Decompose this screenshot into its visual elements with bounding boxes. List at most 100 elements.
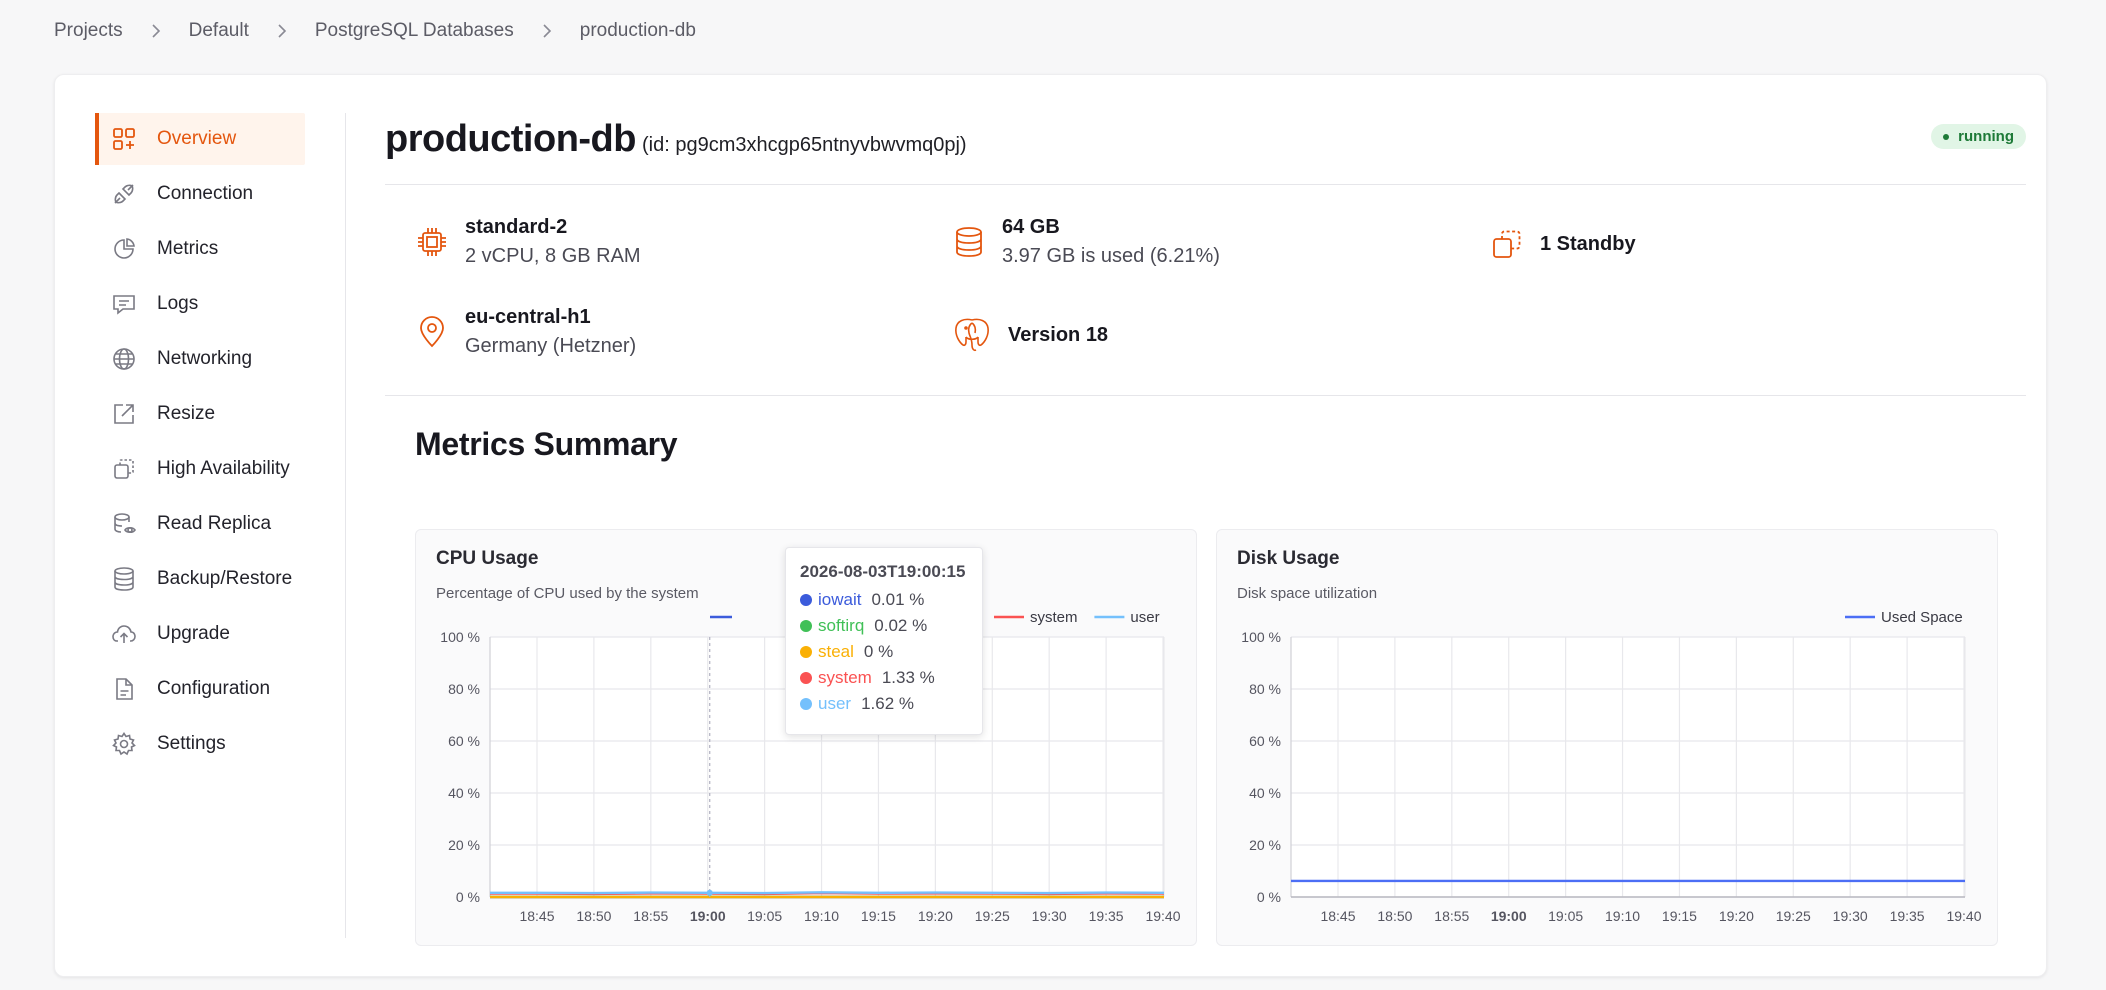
sidebar-item-label: Resize xyxy=(157,403,216,424)
sidebar-item-high-availability[interactable]: High Availability xyxy=(95,443,305,495)
sidebar-item-metrics[interactable]: Metrics xyxy=(95,223,305,275)
info-version: Version 18 xyxy=(952,315,1108,355)
x-tick-label: 19:35 xyxy=(1890,908,1925,924)
chevron-right-icon xyxy=(542,24,552,38)
sidebar-item-upgrade[interactable]: Upgrade xyxy=(95,608,305,660)
plug-icon xyxy=(111,181,137,207)
globe-icon xyxy=(111,346,137,372)
y-tick-label: 0 % xyxy=(456,889,480,905)
overview-icon xyxy=(111,126,137,152)
gear-icon xyxy=(111,731,137,757)
legend-label: system xyxy=(1030,609,1078,626)
standby-label: 1 Standby xyxy=(1540,233,1636,255)
sidebar-item-networking[interactable]: Networking xyxy=(95,333,305,385)
info-grid: standard-2 2 vCPU, 8 GB RAM 64 GB 3.97 G… xyxy=(385,185,2026,395)
series-dot-user xyxy=(800,698,812,710)
title-row: production-db (id: pg9cm3xhcgp65ntnyvbwv… xyxy=(385,113,2026,184)
sidebar-item-connection[interactable]: Connection xyxy=(95,168,305,220)
disk-chart-plot[interactable]: 0 % 20 % 40 % 60 % 80 % 100 % 18:45 18:50 18:55 1… xyxy=(1217,530,1999,947)
tooltip-series-name: system xyxy=(818,668,872,687)
tooltip-value: 1.33 % xyxy=(881,668,935,687)
chart-tooltip: 2026-08-03T19:00:15 iowait 0.01 % softir… xyxy=(785,547,983,735)
pie-chart-icon xyxy=(111,236,137,262)
x-tick-label: 19:10 xyxy=(1605,908,1640,924)
storage-label: 64 GB xyxy=(1002,216,1060,238)
sidebar-item-label: Backup/Restore xyxy=(157,568,293,589)
tooltip-row: softirq 0.02 % xyxy=(800,613,982,639)
x-tick-label: 19:00 xyxy=(1491,908,1527,924)
sidebar: Overview Connection Metrics Logs Network… xyxy=(95,113,305,773)
sidebar-divider xyxy=(345,113,346,938)
sidebar-item-label: Connection xyxy=(157,183,254,204)
main-card: Overview Connection Metrics Logs Network… xyxy=(54,74,2047,977)
x-tick-label: 18:55 xyxy=(1434,908,1469,924)
map-pin-icon xyxy=(415,315,449,349)
breadcrumb-default[interactable]: Default xyxy=(188,20,249,41)
storage-icon xyxy=(952,225,986,259)
tooltip-series-name: user xyxy=(818,694,852,713)
sidebar-item-overview[interactable]: Overview xyxy=(95,113,305,165)
y-tick-label: 60 % xyxy=(448,733,480,749)
chart-title: CPU Usage xyxy=(436,548,539,569)
sidebar-item-read-replica[interactable]: Read Replica xyxy=(95,498,305,550)
cloud-upload-icon xyxy=(111,621,137,647)
x-tick-label: 19:35 xyxy=(1089,908,1124,924)
y-tick-label: 100 % xyxy=(440,629,480,645)
x-tick-label: 18:50 xyxy=(576,908,611,924)
y-tick-label: 0 % xyxy=(1257,889,1281,905)
y-tick-label: 40 % xyxy=(1249,785,1281,801)
sidebar-item-configuration[interactable]: Configuration xyxy=(95,663,305,715)
tooltip-row: steal 0 % xyxy=(800,639,982,665)
sidebar-item-settings[interactable]: Settings xyxy=(95,718,305,770)
x-tick-label: 19:10 xyxy=(804,908,839,924)
sidebar-item-label: Upgrade xyxy=(157,623,230,644)
breadcrumb-current: production-db xyxy=(579,20,696,41)
sidebar-item-logs[interactable]: Logs xyxy=(95,278,305,330)
x-tick-label: 19:15 xyxy=(1662,908,1697,924)
external-link-icon xyxy=(111,401,137,427)
y-tick-label: 60 % xyxy=(1249,733,1281,749)
x-tick-label: 19:20 xyxy=(1719,908,1754,924)
breadcrumb: Projects Default PostgreSQL Databases pr… xyxy=(54,20,696,42)
x-tick-label: 19:00 xyxy=(690,908,726,924)
cpu-icon xyxy=(415,225,449,259)
tooltip-series-name: steal xyxy=(818,642,854,661)
copy-icon xyxy=(111,456,137,482)
series-dot-softirq xyxy=(800,620,812,632)
x-tick-label: 19:05 xyxy=(747,908,782,924)
legend-label: Used Space xyxy=(1881,609,1963,626)
size-label: standard-2 xyxy=(465,216,568,238)
x-tick-label: 19:15 xyxy=(861,908,896,924)
sidebar-item-resize[interactable]: Resize xyxy=(95,388,305,440)
disk-usage-chart: Disk Usage Disk space utilization 0 % 20 … xyxy=(1216,529,1998,946)
series-dot-system xyxy=(800,672,812,684)
x-tick-label: 19:25 xyxy=(975,908,1010,924)
sidebar-item-label: Settings xyxy=(157,733,226,754)
x-tick-label: 18:45 xyxy=(519,908,554,924)
postgresql-elephant-icon xyxy=(952,315,992,355)
header-divider xyxy=(385,184,2026,185)
tooltip-series-name: iowait xyxy=(818,590,862,609)
x-tick-label: 19:25 xyxy=(1776,908,1811,924)
breadcrumb-postgresql-databases[interactable]: PostgreSQL Databases xyxy=(314,20,514,41)
y-tick-label: 20 % xyxy=(448,837,480,853)
plot-area xyxy=(1291,637,1965,897)
x-tick-label: 19:30 xyxy=(1032,908,1067,924)
status-label: running xyxy=(1958,128,2014,145)
sidebar-item-label: Overview xyxy=(157,128,237,149)
database-id: (id: pg9cm3xhcgp65ntnyvbwvmq0pj) xyxy=(641,134,967,156)
sidebar-item-backup-restore[interactable]: Backup/Restore xyxy=(95,553,305,605)
database-eye-icon xyxy=(111,511,137,537)
standby-copy-icon xyxy=(1490,227,1524,261)
file-icon xyxy=(111,676,137,702)
sidebar-item-label: Configuration xyxy=(157,678,271,699)
y-tick-label: 100 % xyxy=(1241,629,1281,645)
tooltip-value: 0.01 % xyxy=(871,590,925,609)
breadcrumb-projects[interactable]: Projects xyxy=(54,20,123,41)
main-content: production-db (id: pg9cm3xhcgp65ntnyvbwv… xyxy=(385,113,2026,463)
info-divider xyxy=(385,395,2026,396)
x-tick-label: 19:40 xyxy=(1145,908,1180,924)
x-tick-label: 19:05 xyxy=(1548,908,1583,924)
location-label: eu-central-h1 xyxy=(465,306,591,328)
y-tick-label: 40 % xyxy=(448,785,480,801)
